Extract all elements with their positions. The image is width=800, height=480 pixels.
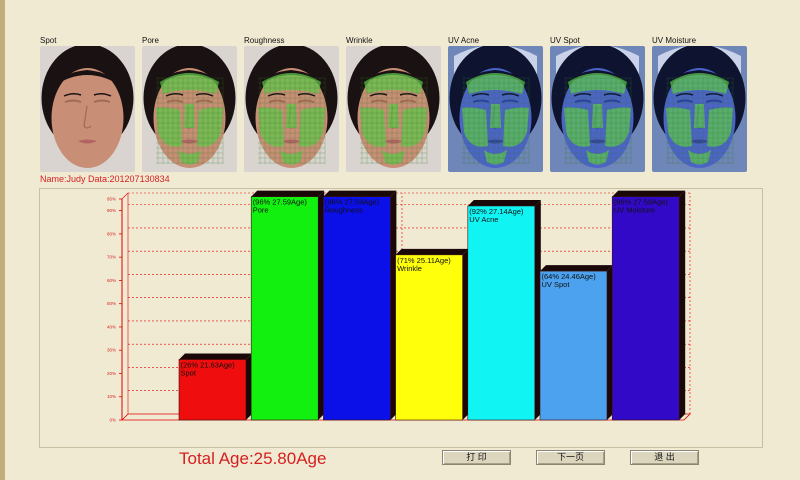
bar-pore-name-label: Pore [253, 206, 269, 215]
y-tick-label: 10% [107, 394, 116, 399]
bar-spot-name-label: Spot [181, 369, 197, 378]
print-button[interactable]: 打 印 [442, 450, 511, 465]
bar-wrinkle-top [395, 248, 469, 255]
bar-roughness-top [323, 190, 397, 197]
y-tick-label: 80% [107, 231, 116, 236]
bar-wrinkle-value-label: (71% 25.11Age) [397, 256, 451, 265]
bar-spot-top [179, 353, 252, 360]
y-tick-label: 0% [109, 418, 116, 423]
photo-wrinkle[interactable] [346, 46, 441, 172]
y-tick-label: 90% [107, 208, 116, 213]
bar-uv-moisture [611, 196, 680, 421]
bar-roughness-value-label: (96% 27.59Age) [325, 198, 380, 207]
chart-panel [39, 188, 763, 448]
bar-uv-spot-top [540, 265, 613, 272]
bar-wrinkle-name-label: Wrinkle [397, 264, 422, 273]
photo-uv-moisture[interactable] [652, 46, 747, 172]
y-tick-label: 40% [107, 324, 116, 329]
y-tick-label: 30% [107, 348, 116, 353]
photo-roughness[interactable] [244, 46, 339, 172]
bar-chart: 0% 10% 20% 30% 40% 50% 60% 70% 80% 90% 95% (26% 21.… [107, 190, 691, 423]
next-page-button[interactable]: 下一页 [536, 450, 605, 465]
bar-uv-acne-side [534, 199, 541, 420]
photo-label-wrinkle: Wrinkle [346, 36, 373, 45]
bar-uv-acne-name-label: UV Acne [469, 215, 498, 224]
photo-pore[interactable] [142, 46, 237, 172]
photo-label-uv-spot: UV Spot [550, 36, 580, 45]
chart-top-edge [121, 192, 129, 200]
bar-roughness [323, 196, 391, 421]
photo-uv-acne[interactable] [448, 46, 543, 172]
bar-uv-acne-value-label: (92% 27.14Age) [469, 207, 524, 216]
y-tick-label: 70% [107, 255, 116, 260]
record-name-date: Name:Judy Data:201207130834 [40, 174, 170, 184]
bar-pore-top [251, 190, 325, 197]
bar-wrinkle [395, 254, 463, 421]
bar-uv-spot [539, 270, 608, 421]
photo-label-roughness: Roughness [244, 36, 285, 45]
bar-uv-acne-top [467, 199, 541, 206]
exit-button[interactable]: 退 出 [630, 450, 699, 465]
bar-uv-moisture-top [612, 190, 686, 197]
bar-spot-value-label: (26% 21.63Age) [181, 361, 236, 370]
y-tick-label: 95% [107, 197, 116, 202]
bar-spot-side [246, 353, 252, 420]
bar-uv-moisture-value-label: (96% 27.59Age) [614, 198, 669, 207]
y-tick-label: 60% [107, 278, 116, 283]
photo-label-pore: Pore [142, 36, 159, 45]
bar-uv-spot-name-label: UV Spot [542, 280, 571, 289]
bar-uv-moisture-side [679, 190, 686, 420]
bar-roughness-side [390, 190, 397, 420]
bar-pore-value-label: (96% 27.59Age) [253, 198, 308, 207]
bar-spot [178, 359, 247, 421]
bar-pore-side [318, 190, 325, 420]
y-tick-label: 50% [107, 301, 116, 306]
bar-uv-moisture-name-label: UV Moisture [614, 206, 655, 215]
photo-label-uv-moisture: UV Moisture [652, 36, 697, 45]
photo-label-spot: Spot [40, 36, 57, 45]
bar-uv-spot-value-label: (64% 24.46Age) [542, 272, 597, 281]
photo-label-uv-acne: UV Acne [448, 36, 480, 45]
bar-wrinkle-side [462, 248, 469, 420]
bar-uv-acne [467, 205, 536, 421]
window-edge [0, 0, 5, 480]
bar-uv-spot-side [607, 265, 613, 420]
photo-spot[interactable] [40, 46, 135, 172]
bar-pore [250, 196, 319, 421]
y-tick-label: 20% [107, 371, 116, 376]
bar-roughness-name-label: Roughness [325, 206, 363, 215]
total-age: Total Age:25.80Age [179, 449, 327, 468]
photo-uv-spot[interactable] [550, 46, 645, 172]
